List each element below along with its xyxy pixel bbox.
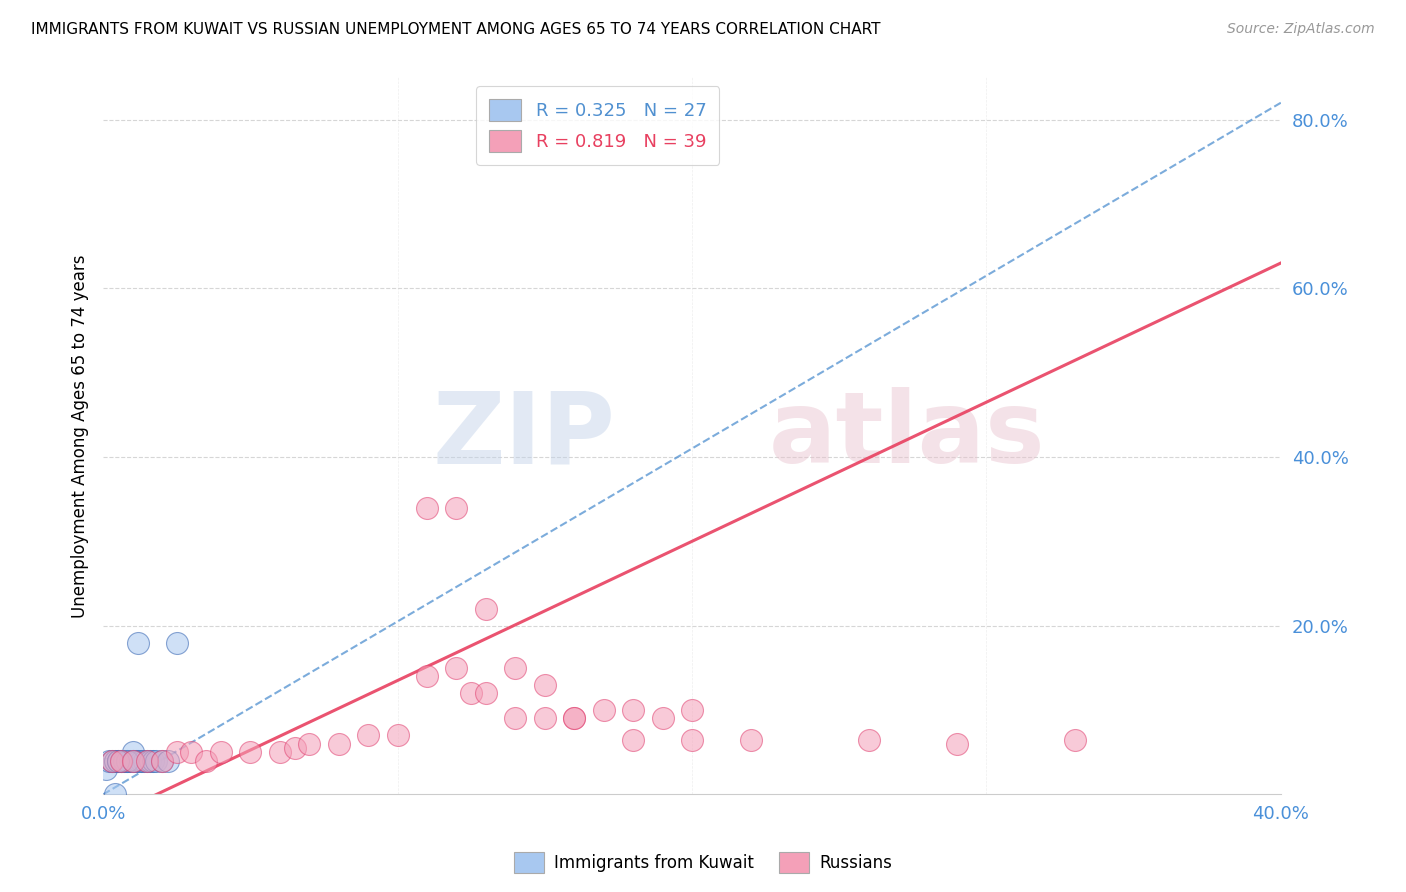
Y-axis label: Unemployment Among Ages 65 to 74 years: Unemployment Among Ages 65 to 74 years — [72, 254, 89, 617]
Point — [621, 732, 644, 747]
Point — [150, 754, 173, 768]
Point — [209, 745, 232, 759]
Point — [298, 737, 321, 751]
Point — [858, 732, 880, 747]
Point — [475, 686, 498, 700]
Text: IMMIGRANTS FROM KUWAIT VS RUSSIAN UNEMPLOYMENT AMONG AGES 65 TO 74 YEARS CORRELA: IMMIGRANTS FROM KUWAIT VS RUSSIAN UNEMPL… — [31, 22, 880, 37]
Point — [110, 754, 132, 768]
Point — [387, 728, 409, 742]
Point — [166, 745, 188, 759]
Point — [112, 754, 135, 768]
Point — [533, 711, 555, 725]
Point — [107, 754, 129, 768]
Point — [104, 787, 127, 801]
Point — [94, 762, 117, 776]
Point — [101, 754, 124, 768]
Point — [121, 754, 143, 768]
Point — [136, 754, 159, 768]
Legend: Immigrants from Kuwait, Russians: Immigrants from Kuwait, Russians — [508, 846, 898, 880]
Point — [621, 703, 644, 717]
Point — [134, 754, 156, 768]
Point — [127, 754, 149, 768]
Point — [110, 754, 132, 768]
Point — [127, 635, 149, 649]
Point — [136, 754, 159, 768]
Legend: R = 0.325   N = 27, R = 0.819   N = 39: R = 0.325 N = 27, R = 0.819 N = 39 — [477, 87, 720, 165]
Point — [150, 754, 173, 768]
Point — [416, 669, 439, 683]
Point — [115, 754, 138, 768]
Point — [124, 754, 146, 768]
Point — [145, 754, 167, 768]
Point — [446, 661, 468, 675]
Point — [118, 754, 141, 768]
Point — [104, 754, 127, 768]
Point — [562, 711, 585, 725]
Point — [740, 732, 762, 747]
Point — [357, 728, 380, 742]
Point — [681, 703, 703, 717]
Point — [328, 737, 350, 751]
Point — [946, 737, 969, 751]
Point — [107, 754, 129, 768]
Point — [533, 678, 555, 692]
Point — [142, 754, 165, 768]
Point — [131, 754, 153, 768]
Point — [115, 754, 138, 768]
Point — [139, 754, 162, 768]
Point — [195, 754, 218, 768]
Point — [475, 602, 498, 616]
Text: ZIP: ZIP — [433, 387, 616, 484]
Point — [239, 745, 262, 759]
Point — [562, 711, 585, 725]
Point — [446, 500, 468, 515]
Point — [681, 732, 703, 747]
Point — [110, 754, 132, 768]
Point — [1063, 732, 1085, 747]
Point — [283, 741, 305, 756]
Text: atlas: atlas — [769, 387, 1045, 484]
Point — [180, 745, 202, 759]
Point — [121, 745, 143, 759]
Point — [505, 711, 527, 725]
Point — [101, 754, 124, 768]
Point — [460, 686, 482, 700]
Point — [98, 754, 121, 768]
Point — [651, 711, 673, 725]
Text: Source: ZipAtlas.com: Source: ZipAtlas.com — [1227, 22, 1375, 37]
Point — [269, 745, 291, 759]
Point — [592, 703, 614, 717]
Point — [121, 754, 143, 768]
Point — [505, 661, 527, 675]
Point — [156, 754, 179, 768]
Point — [166, 635, 188, 649]
Point — [416, 500, 439, 515]
